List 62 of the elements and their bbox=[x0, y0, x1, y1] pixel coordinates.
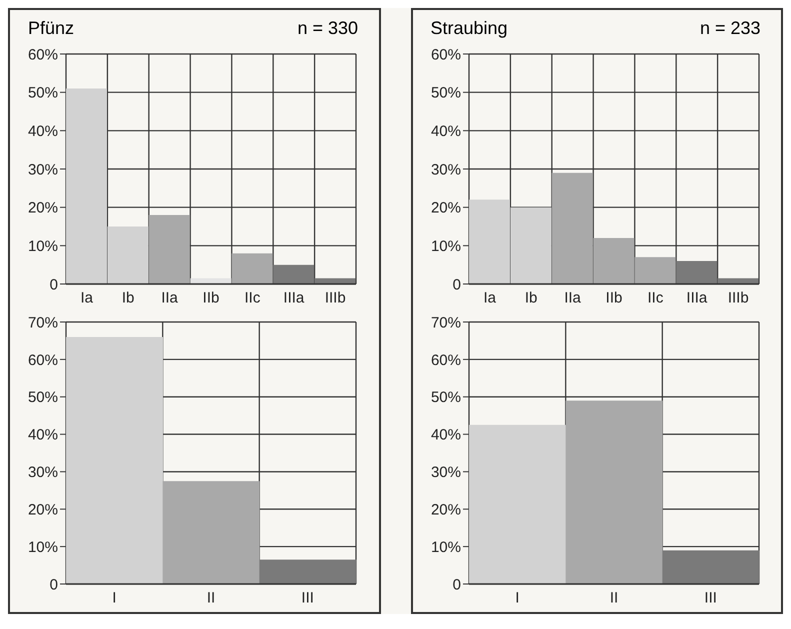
y-tick-label: 10% bbox=[430, 238, 460, 255]
y-tick-label: 30% bbox=[430, 161, 460, 178]
y-tick-label: 0 bbox=[50, 276, 58, 294]
x-tick-label: Ia bbox=[80, 290, 94, 307]
y-tick-label: 20% bbox=[430, 501, 460, 518]
y-tick-label: 50% bbox=[430, 389, 460, 406]
y-tick-label: 10% bbox=[28, 238, 58, 255]
x-tick-label: IIb bbox=[605, 290, 622, 307]
bar bbox=[66, 336, 163, 584]
bar bbox=[565, 400, 662, 584]
x-tick-label: Ib bbox=[122, 290, 134, 307]
x-tick-label: I bbox=[514, 590, 519, 607]
x-tick-label: III bbox=[704, 590, 716, 607]
y-tick-label: 50% bbox=[430, 84, 460, 102]
bar bbox=[232, 253, 273, 284]
y-tick-label: 70% bbox=[430, 314, 460, 332]
bar bbox=[468, 424, 566, 584]
y-tick-label: 50% bbox=[28, 84, 58, 102]
y-tick-label: 60% bbox=[28, 352, 58, 369]
y-tick-label: 40% bbox=[430, 426, 460, 444]
y-tick-label: 40% bbox=[28, 122, 58, 140]
x-tick-label: Ib bbox=[524, 290, 537, 307]
x-tick-label: IIIa bbox=[283, 290, 305, 307]
x-tick-label: IIIb bbox=[727, 290, 748, 307]
x-tick-label: IIa bbox=[564, 290, 582, 307]
y-tick-label: 30% bbox=[430, 464, 460, 482]
chart-subtitle: n = 330 bbox=[297, 18, 358, 40]
x-tick-label: IIc bbox=[647, 290, 664, 307]
y-tick-label: 30% bbox=[28, 161, 58, 178]
y-tick-label: 50% bbox=[28, 389, 58, 406]
x-tick-label: IIb bbox=[202, 290, 220, 307]
x-tick-label: IIa bbox=[161, 290, 179, 307]
y-tick-label: 40% bbox=[430, 122, 460, 140]
y-tick-label: 10% bbox=[28, 538, 58, 556]
x-tick-label: IIc bbox=[244, 290, 261, 307]
y-tick-label: 40% bbox=[28, 426, 58, 444]
y-tick-label: 60% bbox=[28, 46, 58, 64]
bar bbox=[662, 550, 759, 584]
y-tick-label: 20% bbox=[28, 501, 58, 518]
y-tick-label: 20% bbox=[28, 200, 58, 217]
x-tick-label: III bbox=[301, 590, 314, 607]
y-tick-label: 10% bbox=[430, 538, 460, 556]
bar bbox=[148, 215, 190, 284]
y-tick-label: 30% bbox=[28, 464, 58, 482]
y-tick-label: 0 bbox=[50, 576, 58, 594]
y-tick-label: 60% bbox=[430, 352, 460, 369]
y-tick-label: 0 bbox=[452, 276, 460, 294]
x-tick-label: IIIb bbox=[324, 290, 346, 307]
x-tick-label: I bbox=[112, 590, 116, 607]
y-tick-label: 0 bbox=[452, 576, 460, 594]
x-tick-label: II bbox=[609, 590, 618, 607]
chart-subtitle: n = 233 bbox=[700, 18, 760, 40]
x-tick-label: IIIa bbox=[686, 290, 708, 307]
chart-title: Straubing bbox=[430, 18, 508, 40]
x-tick-label: Ia bbox=[482, 290, 496, 307]
bar bbox=[259, 560, 356, 584]
y-tick-label: 20% bbox=[430, 200, 460, 217]
y-tick-label: 60% bbox=[430, 46, 460, 64]
chart-title: Pfünz bbox=[28, 18, 74, 40]
x-tick-label: II bbox=[206, 590, 216, 607]
bar bbox=[162, 481, 260, 584]
y-tick-label: 70% bbox=[28, 314, 58, 332]
